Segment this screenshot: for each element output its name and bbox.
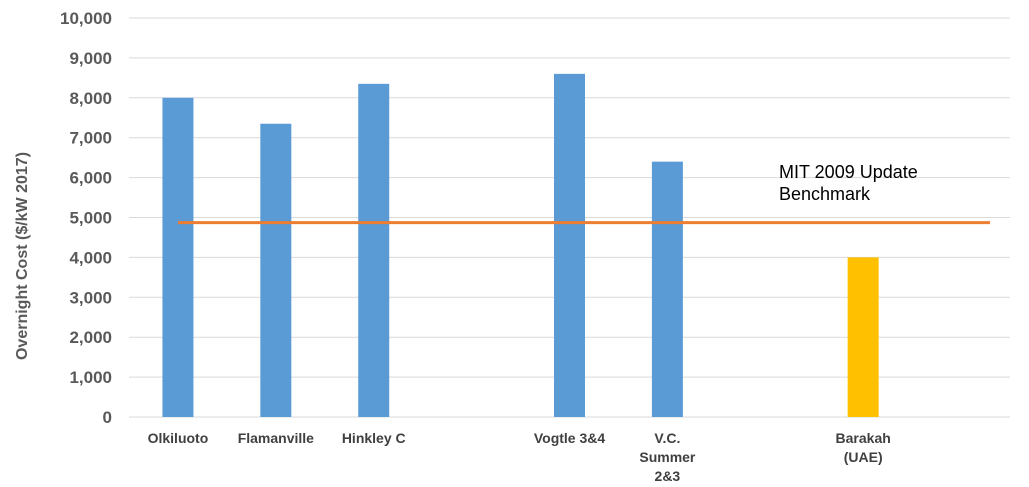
bar (162, 97, 194, 418)
benchmark: MIT 2009 Update Benchmark (178, 162, 990, 225)
y-tick-label: 6,000 (69, 169, 112, 188)
x-tick-label: Barakah (UAE) (836, 430, 891, 465)
bar (358, 83, 390, 418)
y-tick-label: 3,000 (69, 288, 112, 307)
bar (260, 123, 292, 418)
x-tick-label: Olkiluoto (148, 430, 209, 446)
y-axis-ticks: 0 1,000 2,000 3,000 4,000 5,000 6,000 7,000 8,00… (60, 9, 112, 427)
x-axis-ticks: Olkiluoto Flamanville Hinkley C Vogtle 3&4 V… (148, 430, 891, 484)
bar (651, 161, 683, 417)
x-tick-label: Vogtle 3&4 (534, 430, 606, 446)
x-tick-label: Hinkley C (342, 430, 406, 446)
y-tick-label: 9,000 (69, 49, 112, 68)
y-tick-label: 0 (103, 408, 112, 427)
benchmark-label: MIT 2009 Update Benchmark (779, 162, 918, 204)
bar (847, 257, 879, 417)
y-tick-label: 5,000 (69, 209, 112, 228)
y-tick-label: 2,000 (69, 328, 112, 347)
bar (554, 73, 585, 418)
y-tick-label: 10,000 (60, 9, 112, 28)
bars (162, 73, 879, 418)
y-tick-label: 7,000 (69, 129, 112, 148)
y-axis-label: Overnight Cost ($/kW 2017) (14, 152, 31, 360)
x-tick-label: V.C. Summer 2&3 (639, 430, 696, 484)
y-tick-label: 4,000 (69, 248, 112, 267)
x-tick-label: Flamanville (238, 430, 314, 446)
y-tick-label: 1,000 (69, 368, 112, 387)
y-tick-label: 8,000 (69, 89, 112, 108)
